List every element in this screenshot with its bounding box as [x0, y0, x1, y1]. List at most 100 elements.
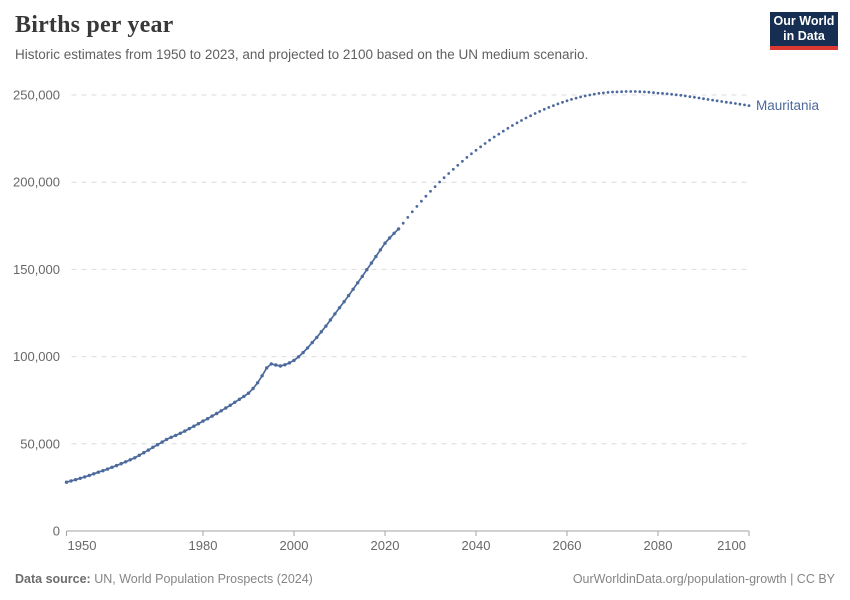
- series-projection-point: [711, 98, 714, 102]
- series-projection-point: [697, 96, 701, 100]
- series-historic-point: [387, 236, 392, 240]
- series-historic-point: [110, 465, 114, 469]
- series-historic-point: [374, 254, 378, 259]
- series-projection-point: [492, 135, 496, 139]
- series-historic-point: [201, 419, 205, 423]
- x-axis-tick-label: 2080: [644, 538, 673, 553]
- series-projection-point: [674, 93, 678, 97]
- series-historic-point: [346, 293, 351, 298]
- y-axis-tick-label: 150,000: [13, 262, 60, 277]
- series-projection-point: [702, 97, 705, 101]
- series-historic-point: [105, 467, 110, 471]
- series-projection-point: [638, 90, 642, 94]
- series-historic-point: [378, 248, 383, 252]
- series-projection-point: [743, 103, 746, 107]
- owid-logo-line2: in Data: [783, 29, 825, 43]
- series-projection-point: [438, 180, 441, 184]
- series-historic-point: [73, 478, 78, 482]
- series-projection-point: [606, 91, 610, 94]
- series-historic-point: [365, 268, 369, 272]
- series-historic-point: [301, 350, 305, 355]
- series-historic-point: [146, 448, 151, 452]
- y-axis-tick-label: 250,000: [13, 88, 60, 103]
- x-axis-tick-label: 2000: [280, 538, 309, 553]
- series-historic-point: [210, 414, 214, 418]
- page-title: Births per year: [15, 12, 174, 38]
- series-historic-point: [305, 346, 310, 350]
- series-projection-point: [656, 91, 660, 95]
- series-projection-point: [420, 199, 423, 203]
- series-historic-point: [151, 445, 155, 449]
- series-historic-point: [124, 460, 128, 464]
- series-historic-point: [383, 241, 387, 245]
- x-axis-tick-label: 2040: [462, 538, 491, 553]
- attribution-link[interactable]: OurWorldinData.org/population-growth | C…: [572, 572, 835, 586]
- series-projection-point: [620, 90, 623, 94]
- entity-label: Mauritania: [756, 98, 820, 113]
- series-projection-point: [579, 95, 582, 99]
- data-source: Data source: UN, World Population Prospe…: [15, 572, 313, 586]
- series-historic-point: [237, 397, 242, 401]
- series-historic-point: [142, 451, 146, 455]
- y-axis-tick-label: 100,000: [13, 349, 60, 364]
- series-projection-point: [570, 98, 573, 101]
- series-projection-point: [474, 148, 478, 152]
- series-historic-point: [119, 462, 123, 466]
- series-projection-point: [520, 119, 523, 122]
- series-projection-point: [588, 93, 592, 97]
- y-axis-tick-label: 0: [53, 524, 60, 539]
- series-projection-point: [447, 172, 451, 175]
- series-historic-point: [114, 463, 119, 468]
- series-historic-point: [310, 340, 314, 345]
- series-historic-point: [187, 426, 191, 431]
- x-axis-tick-label: 2100: [717, 538, 746, 553]
- series-projection-point: [670, 92, 673, 96]
- series-historic-point: [296, 355, 301, 359]
- series-projection-point: [729, 101, 733, 105]
- series-historic-point: [219, 409, 223, 413]
- series-historic-point: [333, 312, 337, 316]
- series-historic-point: [260, 374, 264, 378]
- series-projection-point: [688, 95, 692, 98]
- series-historic-point: [169, 435, 173, 439]
- data-source-label: Data source:: [15, 572, 91, 586]
- series-historic-point: [155, 443, 160, 447]
- series-projection-point: [592, 92, 596, 96]
- series-historic-point: [87, 473, 92, 478]
- series-historic-point: [292, 358, 296, 363]
- x-axis-tick-label: 2060: [553, 538, 582, 553]
- chart-subtitle: Historic estimates from 1950 to 2023, an…: [15, 47, 589, 62]
- series-projection-point: [456, 163, 460, 167]
- series-historic-point: [265, 366, 269, 370]
- series-historic-point: [101, 469, 105, 473]
- series-projection-point: [715, 99, 719, 103]
- chart-footer: Data source: UN, World Population Prospe…: [15, 572, 835, 586]
- series-projection-point: [602, 91, 605, 95]
- series-projection-point: [483, 142, 487, 145]
- series-historic-point: [328, 318, 333, 322]
- series-historic-point: [78, 476, 82, 480]
- series-historic-point: [233, 400, 237, 404]
- series-historic-point: [137, 453, 141, 457]
- series-historic-point: [369, 261, 374, 265]
- series-projection-point: [451, 167, 455, 171]
- series-historic-point: [228, 403, 232, 407]
- y-axis-tick-label: 200,000: [13, 175, 60, 190]
- series-projection-point: [497, 132, 501, 136]
- series-historic-point: [215, 411, 219, 416]
- series-projection-point: [611, 90, 614, 94]
- series-historic-point: [164, 437, 169, 442]
- owid-logo-line1: Our World: [773, 13, 835, 28]
- series-historic-point: [183, 429, 187, 433]
- series-projection-point: [511, 124, 514, 127]
- series-projection-point: [565, 99, 569, 103]
- series-historic-point: [356, 281, 360, 285]
- series-projection-point: [524, 116, 528, 120]
- series-projection-point: [533, 112, 537, 115]
- series-projection-point: [647, 90, 651, 94]
- x-axis-tick-label: 1950: [68, 538, 97, 553]
- series-projection-point: [470, 152, 473, 156]
- series-projection-point: [424, 194, 428, 198]
- series-historic-point: [160, 440, 164, 444]
